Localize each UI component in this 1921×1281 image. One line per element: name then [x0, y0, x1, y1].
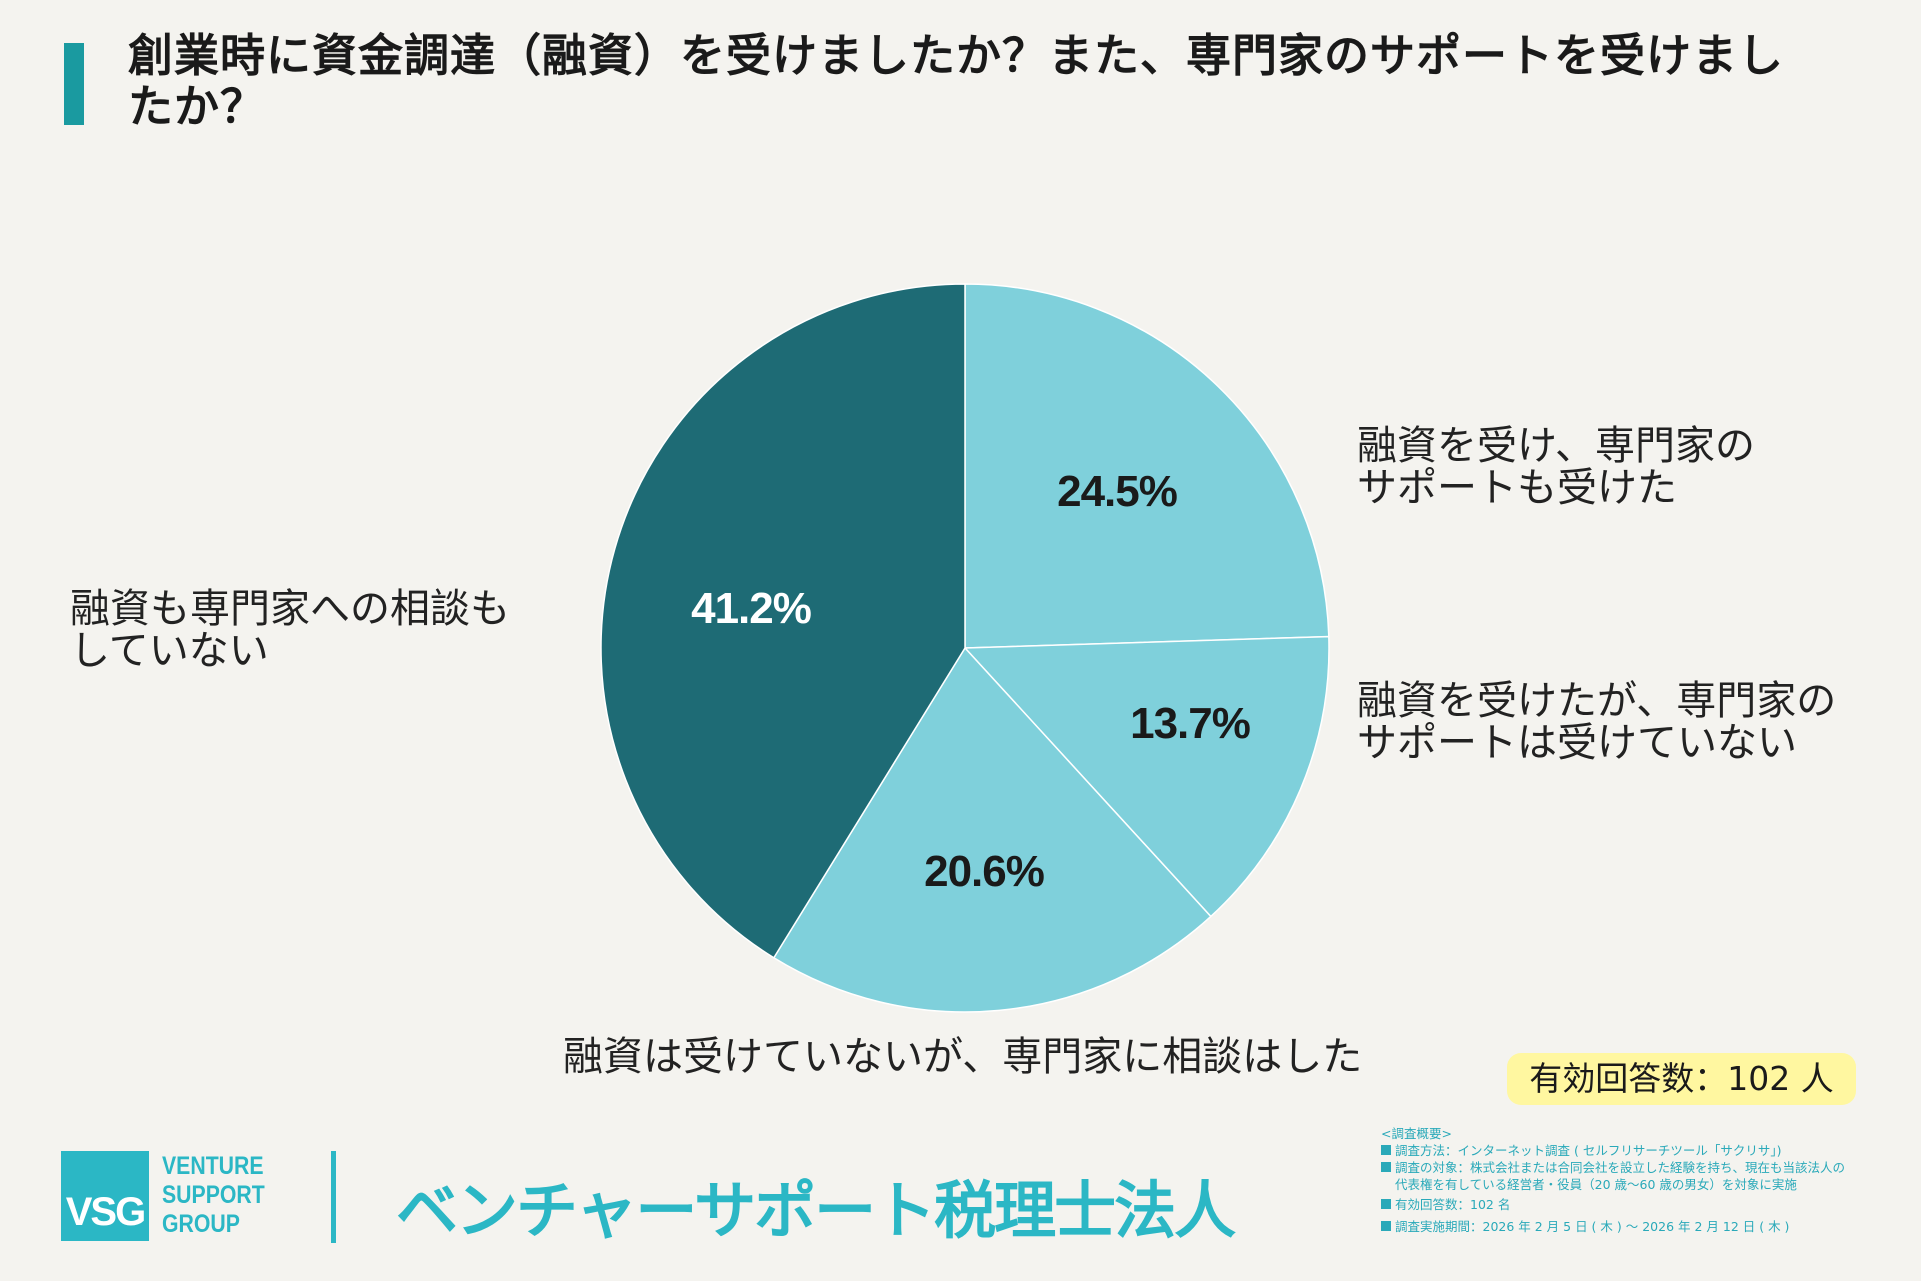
vsg-logo-words: VENTURE SUPPORT GROUP — [162, 1152, 265, 1239]
survey-notes: <調査概要> 調査方法：インターネット調査 ( セルフリサーチツール「サクリサ」… — [1381, 1125, 1845, 1235]
logo-word: SUPPORT — [162, 1181, 265, 1209]
label-line: サポートは受けていない — [1357, 720, 1797, 766]
logo-word: GROUP — [162, 1210, 240, 1238]
note-item: 有効回答数：102 名 — [1381, 1196, 1845, 1213]
square-bullet-icon — [1381, 1145, 1391, 1155]
note-text: 代表権を有している経営者・役員（20 歳～60 歳の男女）を対象に実施 — [1395, 1177, 1797, 1192]
label-line: 融資は受けていないが、専門家に相談はした — [563, 1034, 1363, 1080]
title-accent-bar — [64, 43, 84, 125]
note-item: 調査実施期間：2026 年 2 月 5 日 ( 木 ) ～ 2026 年 2 月… — [1381, 1218, 1845, 1235]
company-name: ベンチャーサポート税理士法人 — [396, 1174, 1236, 1247]
category-label-4: 融資も専門家への相談も していない — [70, 588, 510, 672]
pct-label-2: 13.7% — [1130, 699, 1251, 748]
logo-divider — [331, 1151, 336, 1243]
label-line: サポートも受けた — [1357, 465, 1677, 511]
note-item: 調査の対象：株式会社または合同会社を設立した経験を持ち、現在も当該法人の — [1381, 1159, 1845, 1176]
label-line: 融資を受け、専門家の — [1357, 423, 1755, 469]
pie-slice-2 — [963, 635, 1330, 918]
note-text: 調査の対象：株式会社または合同会社を設立した経験を持ち、現在も当該法人の — [1395, 1160, 1846, 1175]
pie-slice-4 — [600, 283, 966, 959]
label-line: 融資を受けたが、専門家の — [1357, 678, 1837, 724]
pie-slice-1 — [964, 283, 1330, 649]
response-count-badge: 有効回答数：102 人 — [1507, 1053, 1856, 1105]
vsg-logo-mark: VSG — [61, 1151, 149, 1241]
label-line: していない — [70, 628, 269, 674]
pct-label-1: 24.5% — [1057, 467, 1178, 516]
square-bullet-icon — [1381, 1162, 1391, 1172]
square-bullet-icon — [1381, 1199, 1391, 1209]
label-line: 融資も専門家への相談も — [70, 586, 510, 632]
category-label-2: 融資を受けたが、専門家の サポートは受けていない — [1357, 680, 1836, 764]
note-text: 調査方法：インターネット調査 ( セルフリサーチツール「サクリサ」) — [1395, 1143, 1782, 1158]
notes-heading: <調査概要> — [1381, 1126, 1452, 1141]
category-label-1: 融資を受け、専門家の サポートも受けた — [1357, 425, 1755, 509]
pct-label-4: 41.2% — [691, 584, 812, 633]
note-text: 調査実施期間：2026 年 2 月 5 日 ( 木 ) ～ 2026 年 2 月… — [1395, 1219, 1790, 1234]
note-item: 調査方法：インターネット調査 ( セルフリサーチツール「サクリサ」) — [1381, 1142, 1845, 1159]
chart-title: 創業時に資金調達（融資）を受けましたか？また、専門家のサポートを受けましたか？ — [128, 29, 1785, 133]
pie-slice-3 — [772, 646, 1212, 1013]
pct-label-3: 20.6% — [924, 847, 1045, 896]
square-bullet-icon — [1381, 1221, 1391, 1231]
category-label-3: 融資は受けていないが、専門家に相談はした — [563, 1036, 1362, 1078]
note-text: 有効回答数：102 名 — [1395, 1197, 1511, 1212]
logo-word: VENTURE — [162, 1152, 264, 1180]
